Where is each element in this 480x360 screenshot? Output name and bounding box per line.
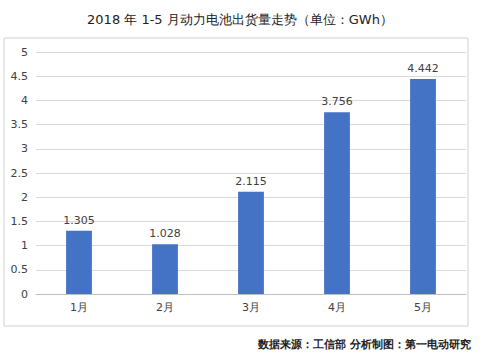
svg-text:0.5: 0.5	[11, 263, 29, 276]
svg-text:2.115: 2.115	[235, 175, 267, 188]
svg-text:5月: 5月	[414, 301, 432, 314]
svg-text:3.756: 3.756	[321, 95, 353, 108]
svg-text:2: 2	[21, 191, 28, 204]
svg-text:1: 1	[21, 239, 28, 252]
svg-text:0: 0	[21, 288, 28, 301]
svg-text:2.5: 2.5	[11, 167, 29, 180]
svg-text:3月: 3月	[242, 301, 260, 314]
svg-text:2018 年 1-5 月动力电池出货量走势（单位：GWh）: 2018 年 1-5 月动力电池出货量走势（单位：GWh）	[87, 12, 393, 27]
svg-text:4.5: 4.5	[11, 70, 29, 83]
svg-text:4.442: 4.442	[407, 62, 439, 75]
svg-text:1月: 1月	[70, 301, 88, 314]
svg-text:数据来源：工信部 分析制图：第一电动研究: 数据来源：工信部 分析制图：第一电动研究	[257, 338, 471, 351]
svg-text:4月: 4月	[328, 301, 346, 314]
svg-text:3: 3	[21, 142, 28, 155]
svg-text:3.5: 3.5	[11, 118, 29, 131]
svg-text:4: 4	[21, 94, 28, 107]
svg-text:1.028: 1.028	[149, 227, 181, 240]
svg-text:1.5: 1.5	[11, 215, 29, 228]
svg-text:2月: 2月	[156, 301, 174, 314]
svg-text:5: 5	[21, 46, 28, 59]
svg-text:1.305: 1.305	[63, 214, 95, 227]
